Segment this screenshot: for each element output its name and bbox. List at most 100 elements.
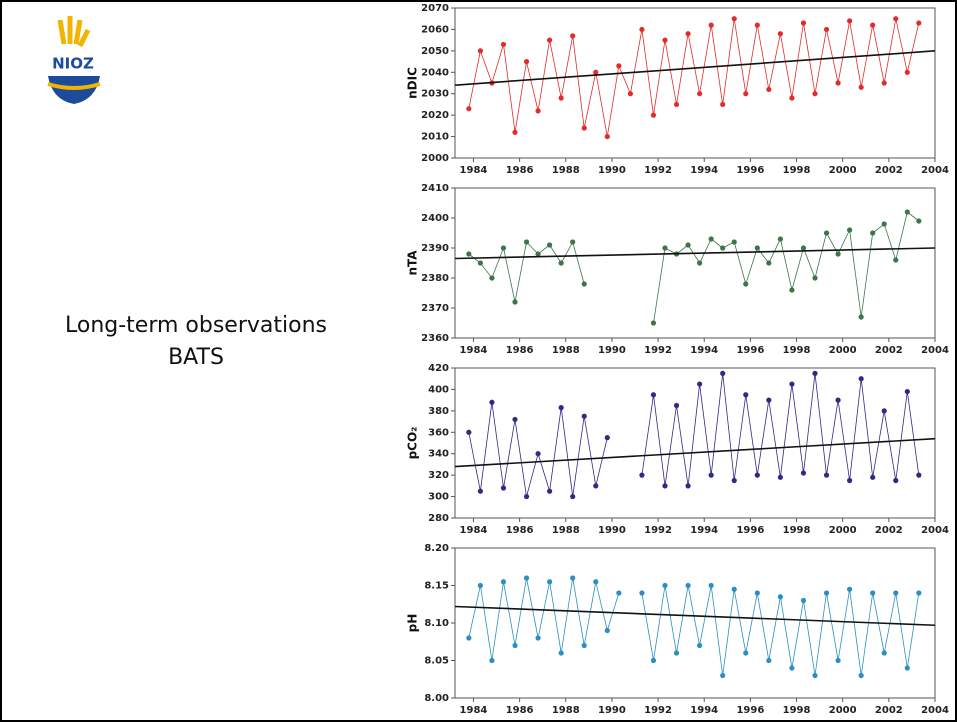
y-tick-label: 300 bbox=[428, 492, 449, 503]
data-point bbox=[500, 41, 507, 48]
y-tick-label: 380 bbox=[428, 406, 449, 417]
data-point bbox=[823, 472, 830, 478]
data-point bbox=[512, 642, 518, 649]
x-tick-label: 1996 bbox=[736, 165, 764, 176]
data-point bbox=[858, 84, 864, 90]
x-tick-label: 2004 bbox=[921, 345, 949, 356]
x-tick-label: 2004 bbox=[921, 165, 949, 176]
x-tick-label: 1996 bbox=[736, 705, 764, 716]
x-tick-label: 1996 bbox=[736, 525, 764, 536]
y-tick-label: 2390 bbox=[421, 243, 449, 254]
data-point bbox=[697, 642, 703, 649]
data-point bbox=[570, 33, 576, 39]
data-point bbox=[616, 63, 622, 69]
data-point bbox=[673, 402, 680, 409]
data-point bbox=[489, 399, 495, 405]
y-tick-label: 8.10 bbox=[424, 618, 449, 629]
data-point bbox=[881, 408, 887, 414]
data-point bbox=[673, 650, 680, 656]
data-point bbox=[766, 397, 772, 403]
data-point bbox=[650, 392, 657, 398]
x-tick-label: 1998 bbox=[783, 165, 811, 176]
y-tick-label: 8.00 bbox=[424, 693, 449, 704]
x-tick-label: 1996 bbox=[736, 345, 764, 356]
data-point bbox=[893, 477, 899, 484]
data-point bbox=[708, 22, 714, 28]
x-tick-label: 1986 bbox=[506, 705, 534, 716]
x-tick-label: 1990 bbox=[598, 705, 626, 716]
y-tick-label: 8.20 bbox=[424, 543, 449, 554]
y-axis-label: nTA bbox=[406, 250, 420, 276]
data-point bbox=[720, 101, 726, 108]
data-point bbox=[662, 582, 668, 589]
data-point bbox=[847, 477, 853, 484]
data-point bbox=[662, 483, 668, 489]
data-point bbox=[685, 31, 691, 37]
plot-frame bbox=[454, 367, 936, 519]
data-point bbox=[535, 251, 541, 257]
trend-line bbox=[454, 605, 936, 627]
trend-line bbox=[454, 247, 936, 260]
x-tick-label: 1994 bbox=[690, 705, 718, 716]
data-point bbox=[743, 91, 749, 97]
x-tick-label: 1984 bbox=[460, 705, 488, 716]
x-tick-label: 1992 bbox=[644, 525, 672, 536]
y-tick-label: 360 bbox=[428, 427, 449, 438]
data-point bbox=[743, 650, 749, 656]
data-point bbox=[650, 112, 657, 118]
data-point bbox=[812, 370, 818, 376]
data-point bbox=[720, 672, 726, 679]
data-point bbox=[662, 37, 668, 43]
x-tick-label: 2000 bbox=[829, 165, 857, 176]
x-tick-label: 2002 bbox=[875, 525, 903, 536]
series-line bbox=[468, 18, 920, 137]
data-point bbox=[777, 31, 783, 37]
data-point bbox=[558, 650, 564, 656]
logo-rays bbox=[57, 16, 91, 48]
trend-line bbox=[454, 437, 936, 468]
x-tick-label: 1992 bbox=[644, 345, 672, 356]
data-point bbox=[800, 597, 807, 604]
data-point bbox=[743, 392, 749, 398]
data-point bbox=[697, 91, 703, 97]
x-tick-label: 1994 bbox=[690, 165, 718, 176]
data-point bbox=[835, 657, 841, 664]
x-tick-label: 2004 bbox=[921, 525, 949, 536]
data-point bbox=[789, 381, 795, 387]
logo: NIOZ bbox=[47, 16, 101, 104]
data-point bbox=[731, 586, 737, 592]
x-tick-label: 1984 bbox=[460, 525, 488, 536]
data-point bbox=[743, 281, 749, 287]
y-tick-label: 2000 bbox=[421, 153, 449, 164]
data-point bbox=[847, 586, 853, 592]
data-point bbox=[523, 575, 530, 581]
data-point bbox=[512, 416, 518, 423]
logo-wave bbox=[47, 82, 101, 90]
plot-frame bbox=[454, 7, 936, 159]
data-point bbox=[881, 650, 887, 656]
x-tick-label: 2002 bbox=[875, 345, 903, 356]
slide-text: BATS bbox=[168, 345, 224, 370]
x-tick-label: 1984 bbox=[460, 165, 488, 176]
data-point bbox=[466, 106, 472, 112]
data-point bbox=[558, 260, 564, 266]
x-tick-label: 1986 bbox=[506, 165, 534, 176]
data-point bbox=[593, 69, 599, 75]
data-point bbox=[777, 594, 783, 600]
data-point bbox=[858, 376, 864, 382]
data-point bbox=[570, 575, 576, 581]
y-tick-label: 2410 bbox=[421, 183, 449, 194]
data-point bbox=[477, 48, 483, 54]
x-tick-label: 2002 bbox=[875, 705, 903, 716]
y-axis-label: pH bbox=[406, 614, 420, 633]
data-point bbox=[777, 236, 783, 242]
data-point bbox=[466, 429, 472, 435]
y-tick-label: 2360 bbox=[421, 333, 449, 344]
data-point bbox=[754, 472, 760, 478]
data-point bbox=[547, 37, 553, 43]
y-tick-label: 2040 bbox=[421, 67, 449, 78]
data-point bbox=[697, 260, 703, 266]
x-tick-label: 1986 bbox=[506, 345, 534, 356]
x-tick-label: 2004 bbox=[921, 705, 949, 716]
y-tick-label: 2380 bbox=[421, 273, 449, 284]
